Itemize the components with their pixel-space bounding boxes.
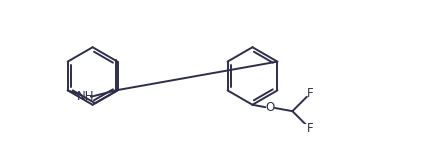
- Text: O: O: [266, 102, 275, 114]
- Text: F: F: [307, 122, 313, 135]
- Text: F: F: [307, 87, 313, 100]
- Text: NH: NH: [76, 90, 94, 103]
